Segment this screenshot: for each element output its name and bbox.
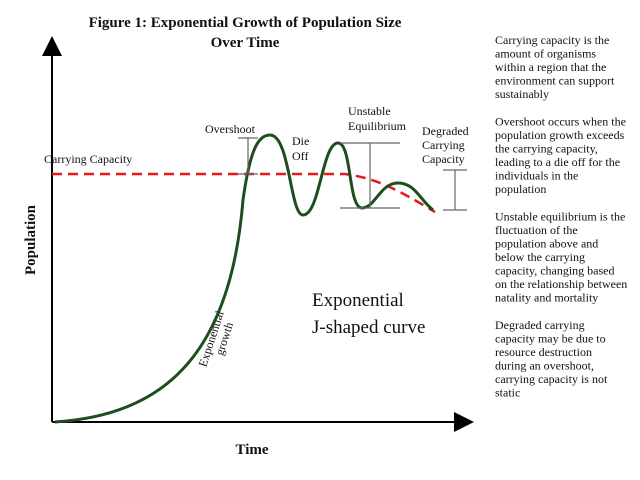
range-brackets [238,137,467,211]
title: Figure 1: Exponential Growth of Populati… [89,15,402,31]
population-curve [54,133,434,424]
annotation: Carrying Capacity [44,152,132,166]
note-line: carrying capacity is not [495,372,608,386]
note-line: amount of organisms [495,47,596,61]
note-line: population [495,182,546,196]
note-line: leading to a die off for the [495,155,620,169]
note-line: Degraded carrying [495,318,585,332]
y-axis-label: Population [23,204,39,275]
note-line: sustainably [495,87,549,101]
x-axis-label: Time [235,442,268,458]
note-line: static [495,386,520,400]
annotation: Carrying [422,138,465,152]
annotation: Off [292,149,308,163]
note-line: Unstable equilibrium is the [495,210,625,224]
annotation: J-shaped curve [312,317,425,338]
note-line: below the carrying [495,250,585,264]
note-line: capacity, changing based [495,264,615,278]
annotation: Degraded [422,124,469,138]
title: Over Time [211,35,280,51]
note-line: resource destruction [495,345,592,359]
note-line: fluctuation of the [495,223,578,237]
note-line: on the relationship between [495,277,627,291]
carrying-capacity-line [52,172,436,214]
annotation: Exponential [312,290,404,311]
annotation: Die [292,134,309,148]
note-line: Overshoot occurs when the [495,115,626,129]
note-line: population above and [495,237,598,251]
annotation: Equilibrium [348,119,407,133]
note-line: during an overshoot, [495,359,594,373]
note-line: individuals in the [495,169,578,183]
note-line: capacity may be due to [495,332,606,346]
annotation: Overshoot [205,122,256,136]
annotation: Capacity [422,152,465,166]
note-line: Carrying capacity is the [495,33,609,47]
note-line: natality and mortality [495,291,598,305]
note-line: within a region that the [495,60,606,74]
note-line: environment can support [495,74,615,88]
note-line: population growth exceeds [495,128,625,142]
annotation: Unstable [348,104,391,118]
note-line: the carrying capacity, [495,142,598,156]
